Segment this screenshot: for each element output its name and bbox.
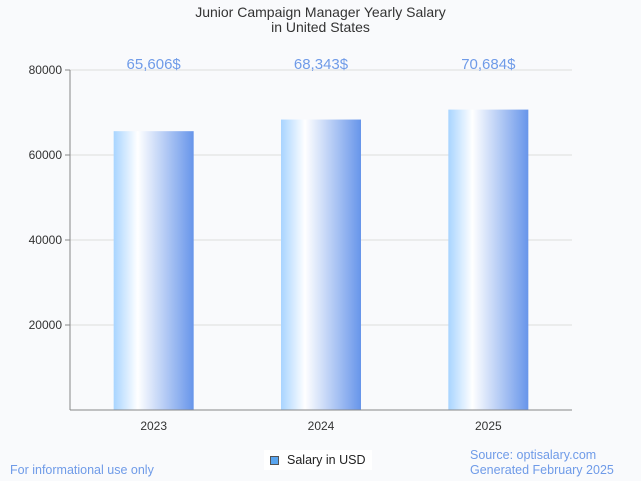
- bar-2023[interactable]: [113, 131, 194, 410]
- bar-2024[interactable]: [281, 119, 361, 411]
- y-tick-label: 20000: [29, 318, 63, 332]
- chart-title: Junior Campaign Manager Yearly Salary: [195, 4, 446, 20]
- data-label: 70,684$: [461, 56, 516, 73]
- data-label: 65,606$: [127, 56, 182, 73]
- source-link[interactable]: Source: optisalary.com: [470, 448, 597, 462]
- legend-swatch: [270, 455, 279, 465]
- x-tick-label: 2023: [140, 419, 167, 433]
- y-tick-label: 40000: [29, 233, 63, 247]
- x-tick-label: 2024: [308, 419, 335, 433]
- chart-subtitle: in United States: [271, 19, 370, 35]
- legend[interactable]: Salary in USD: [264, 450, 372, 470]
- generated-date: Generated February 2025: [470, 463, 614, 477]
- y-tick-label: 60000: [29, 148, 63, 162]
- y-tick-label: 80000: [29, 63, 63, 77]
- x-tick-label: 2025: [475, 419, 502, 433]
- data-label: 68,343$: [294, 56, 349, 73]
- legend-label: Salary in USD: [287, 453, 366, 467]
- bar-2025[interactable]: [448, 109, 529, 410]
- disclaimer: For informational use only: [10, 463, 154, 477]
